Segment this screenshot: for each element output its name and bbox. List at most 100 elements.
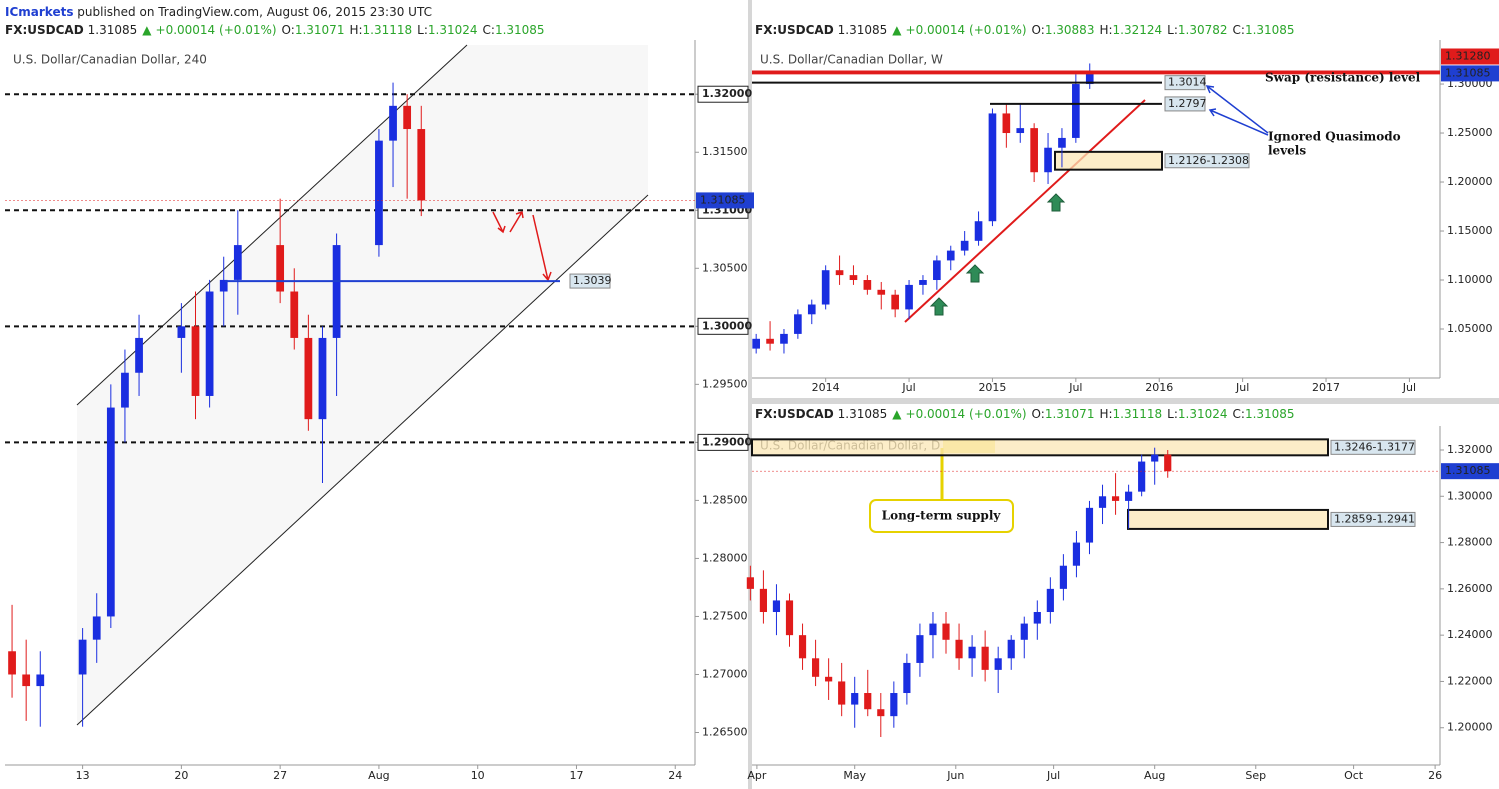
y-tick-label: 1.26000	[1447, 582, 1493, 595]
quote-value: 1.31071	[1045, 407, 1095, 421]
candle-body	[417, 129, 426, 201]
candle-body	[106, 407, 115, 617]
candle-body	[968, 646, 976, 659]
x-tick-label: Jul	[1046, 769, 1060, 782]
candle-body	[807, 304, 816, 315]
x-tick-label: 2017	[1312, 381, 1340, 394]
y-tick-label: 1.27000	[702, 667, 748, 680]
y-tick-label: 1.31500	[702, 145, 748, 158]
zone-label: 1.2859-1.2941	[1334, 512, 1415, 525]
candle-body	[1072, 542, 1081, 566]
publisher: ICmarkets	[5, 5, 73, 19]
y-tick-label: 1.26500	[702, 726, 748, 739]
candle-body	[1059, 565, 1067, 589]
candle-body	[92, 616, 101, 640]
quote-label: C:	[1233, 23, 1245, 37]
candle-body	[994, 658, 1002, 670]
x-tick-label: 2015	[978, 381, 1006, 394]
candle-body	[942, 623, 950, 640]
quote-value: 1.31071	[295, 23, 345, 37]
x-tick-label: 26	[1428, 769, 1442, 782]
zone-label-box	[1164, 153, 1250, 169]
candle-body	[1072, 84, 1080, 138]
quote-value: 1.30883	[1045, 23, 1095, 37]
last-price-label: 1.31085	[1445, 464, 1491, 477]
quote-value: +0.00014 (+0.01%)	[906, 23, 1027, 37]
y-tick-label: 1.29000	[702, 435, 752, 448]
candle-body	[849, 275, 858, 281]
candle-body	[785, 600, 794, 636]
candle-body	[794, 314, 802, 334]
candle-body	[78, 639, 87, 675]
candle-body	[304, 337, 313, 420]
candle-body	[821, 270, 830, 305]
charts: FX:USDCAD 1.31085 ▲ +0.00014 (+0.01%) O:1.31…	[5, 23, 1499, 782]
candle-body	[864, 693, 872, 710]
quote-label: FX:USDCAD	[5, 23, 84, 37]
candle-body	[318, 337, 327, 420]
panel-divider	[752, 398, 1499, 404]
y-tick-label: 1.29500	[702, 377, 748, 390]
quote-label: L:	[1167, 407, 1178, 421]
y-tick-label: 1.30000	[1447, 489, 1493, 502]
quote-label: H:	[1099, 23, 1112, 37]
candle-body	[1020, 623, 1028, 640]
quote-label: C:	[483, 23, 495, 37]
candle-body	[121, 372, 129, 408]
arrow	[929, 297, 949, 316]
quote-value: 1.31085	[495, 23, 545, 37]
last-price-box	[1441, 463, 1499, 480]
x-tick-label: Jul	[1402, 381, 1416, 394]
candle-body	[933, 260, 941, 281]
candle-body	[752, 338, 760, 349]
candle-body	[746, 577, 754, 589]
quote-label: ▲	[892, 407, 902, 421]
candle-body	[811, 658, 820, 677]
quote-value: 1.31085	[1245, 407, 1295, 421]
candle-body	[955, 639, 963, 659]
candle-body	[838, 681, 846, 705]
x-tick-label: Aug	[1144, 769, 1165, 782]
trend-line	[904, 99, 1146, 323]
x-tick-label: 24	[668, 769, 682, 782]
candle-body	[1098, 496, 1107, 508]
quote-line: FX:USDCAD 1.31085 ▲ +0.00014 (+0.01%) O:1.31…	[755, 407, 1295, 421]
quote-value: +0.00014 (+0.01%)	[906, 407, 1027, 421]
candle-body	[1085, 73, 1094, 85]
y-tick-label: 1.05000	[1447, 322, 1493, 335]
candle-body	[8, 651, 16, 675]
y-tick-label: 1.20000	[1447, 721, 1493, 734]
y-tick-label: 1.32000	[1447, 443, 1493, 456]
candle-body	[946, 250, 955, 261]
chart-title: U.S. Dollar/Canadian Dollar, 240	[13, 53, 207, 67]
level-label-box	[697, 317, 749, 335]
candle-body	[1044, 147, 1052, 173]
candle-body	[877, 289, 886, 295]
x-tick-label: 2016	[1145, 381, 1173, 394]
quote-value: 1.31085	[838, 407, 888, 421]
published: published on TradingView.com, August 06,…	[77, 5, 432, 19]
candle-body	[191, 326, 200, 396]
x-tick-label: Aug	[368, 769, 389, 782]
candle-body	[1002, 113, 1011, 134]
candle-body	[22, 674, 31, 687]
axis-label-box	[1441, 48, 1499, 65]
candle-body	[1030, 128, 1038, 173]
candle-body	[219, 279, 228, 292]
candle-body	[36, 674, 45, 687]
x-tick-label: Oct	[1344, 769, 1364, 782]
line-label: 1.2797	[1168, 97, 1207, 110]
zone-label: 1.3246-1.3177	[1334, 440, 1415, 453]
candle-body	[929, 623, 937, 636]
last-price-label: 1.31085	[700, 193, 746, 206]
y-tick-label: 1.22000	[1447, 674, 1493, 687]
up-arrows	[929, 193, 1066, 316]
axis-label: 1.31280	[1445, 49, 1491, 62]
quote-line: FX:USDCAD 1.31085 ▲ +0.00014 (+0.01%) O:1.30…	[755, 23, 1295, 37]
x-tick-label: 2014	[812, 381, 840, 394]
candle-body	[1111, 496, 1120, 501]
x-tick-label: Jul	[901, 381, 915, 394]
level-label-box	[697, 433, 749, 451]
channel-line	[76, 194, 649, 726]
arrow	[1208, 108, 1269, 136]
